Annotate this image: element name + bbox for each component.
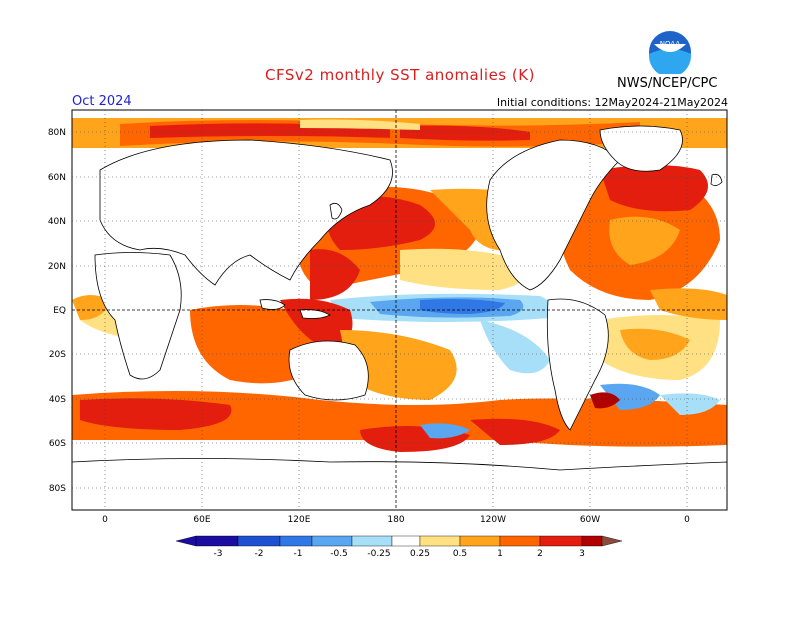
lat-label: EQ [53,306,66,316]
lat-label: 60N [48,173,66,183]
colorbar-label: 1 [497,549,503,559]
colorbar-label: 0.5 [453,549,467,559]
noaa-logo: NOAA [649,31,691,74]
colorbar-swatch [581,535,603,547]
lon-label: 120W [480,515,506,525]
lat-label: 80N [48,128,66,138]
lon-label: 0 [684,515,690,525]
colorbar-swatch [195,535,239,547]
lat-label: 40S [49,395,66,405]
lat-label: 20N [48,262,66,272]
colorbar-swatch [601,535,623,547]
colorbar-swatch [391,535,421,547]
agency-label: NWS/NCEP/CPC [617,76,718,91]
colorbar-swatch [279,535,313,547]
lat-label: 60S [49,439,66,449]
colorbar: -3 -2 -1 -0.5 -0.25 0.25 0.5 1 2 3 [175,535,623,559]
colorbar-swatch [351,535,393,547]
latitude-labels: 80N 60N 40N 20N EQ 20S 40S 60S 80S [48,128,66,494]
colorbar-label: -1 [294,549,303,559]
lat-label: 40N [48,217,66,227]
colorbar-label: 3 [579,549,585,559]
colorbar-swatch [499,535,541,547]
colorbar-swatch [237,535,281,547]
colorbar-label: -0.25 [367,549,390,559]
map-title: CFSv2 monthly SST anomalies (K) [265,66,535,84]
noaa-logo-text: NOAA [660,40,681,48]
equator-dateline [72,110,727,510]
initial-conditions-label: Initial conditions: 12May2024-21May2024 [496,96,728,109]
colorbar-swatch [539,535,583,547]
longitude-labels: 0 60E 120E 180 120W 60W 0 [102,515,690,525]
lead-month-label: Oct 2024 [72,94,132,109]
lon-label: 120E [288,515,311,525]
colorbar-label: 2 [537,549,543,559]
lon-label: 180 [387,515,404,525]
colorbar-swatch [459,535,501,547]
colorbar-label: -3 [214,549,223,559]
colorbar-label: -0.5 [330,549,348,559]
lon-label: 0 [102,515,108,525]
colorbar-label: -2 [255,549,264,559]
colorbar-label: 0.25 [410,549,430,559]
colorbar-swatch [175,535,197,547]
colorbar-swatch [311,535,353,547]
lon-label: 60W [580,515,600,525]
lat-label: 80S [49,484,66,494]
lat-label: 20S [49,350,66,360]
colorbar-swatch [419,535,461,547]
land-masses [72,125,727,510]
lon-label: 60E [193,515,210,525]
